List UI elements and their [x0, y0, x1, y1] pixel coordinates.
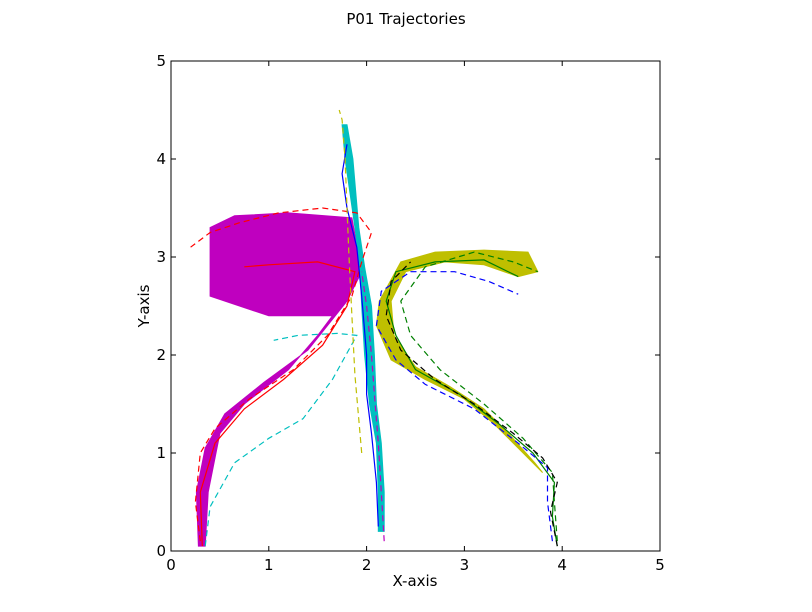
trajectory-line-2 — [204, 332, 358, 547]
trajectory-line-9 — [385, 261, 558, 547]
y-axis-label: Y-axis — [135, 284, 153, 328]
trajectory-line-0 — [199, 261, 356, 547]
x-tick-label: 3 — [460, 556, 470, 574]
y-tick-label: 4 — [156, 150, 166, 168]
x-axis-label: X-axis — [393, 572, 438, 590]
trajectory-line-6 — [385, 259, 558, 547]
trajectory-line-5 — [338, 109, 363, 454]
chart-title: P01 Trajectories — [346, 10, 465, 28]
x-tick-label: 0 — [166, 556, 176, 574]
trajectory-line-1 — [190, 207, 373, 542]
y-tick-label: 0 — [156, 542, 166, 560]
y-tick-label: 2 — [156, 346, 166, 364]
trajectory-band-2 — [375, 249, 543, 473]
x-tick-label: 1 — [264, 556, 274, 574]
plot-frame — [170, 60, 661, 552]
x-tick-label: 2 — [362, 556, 372, 574]
trajectory-line-3 — [341, 144, 379, 527]
axis-ticks: 0 1 2 3 4 5 0 1 2 3 4 5 — [156, 52, 664, 574]
x-tick-label: 5 — [655, 556, 665, 574]
y-tick-label: 5 — [156, 52, 166, 70]
plot-area — [190, 109, 558, 547]
x-tick-label: 4 — [557, 556, 567, 574]
y-tick-label: 3 — [156, 248, 166, 266]
trajectory-line-7 — [400, 251, 558, 542]
y-tick-label: 1 — [156, 444, 166, 462]
trajectory-band-0 — [195, 212, 363, 547]
trajectory-line-4 — [361, 271, 385, 542]
trajectory-line-8 — [375, 271, 553, 542]
